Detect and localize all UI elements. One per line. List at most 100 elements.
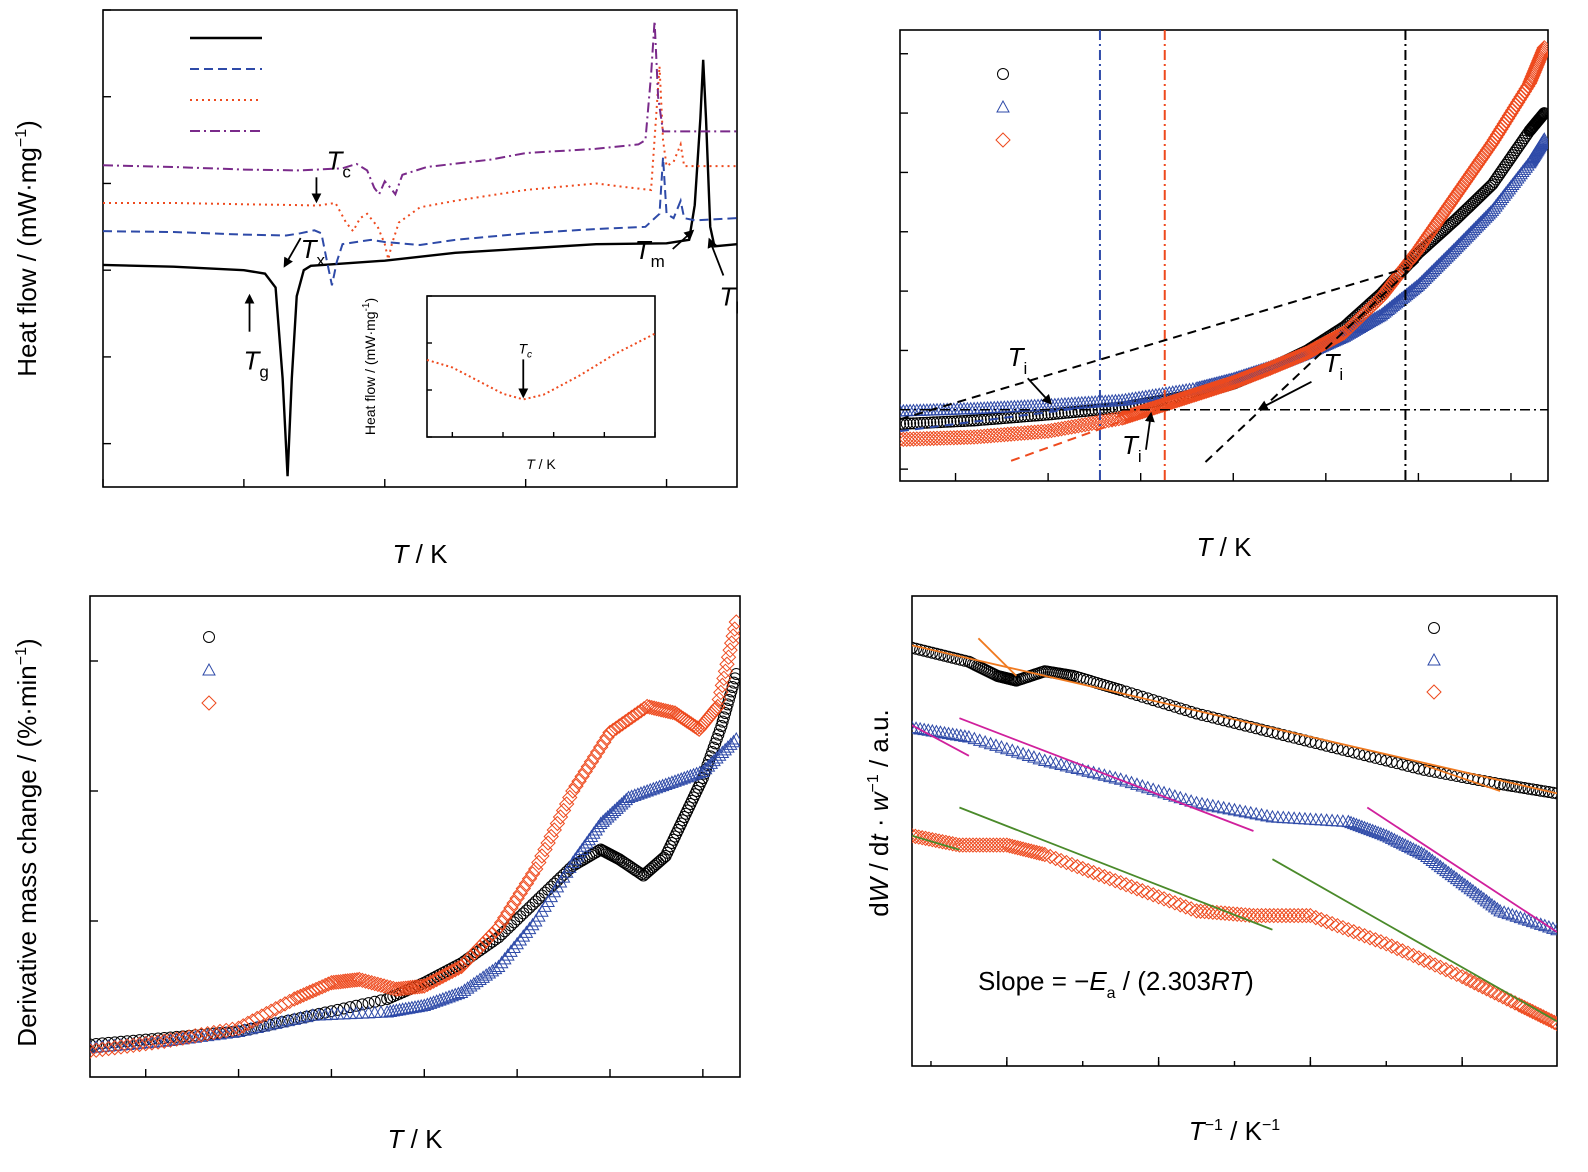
fit-line xyxy=(1423,764,1501,792)
tm-annotation: Tm xyxy=(635,235,665,271)
data-point xyxy=(1486,985,1503,1001)
data-point xyxy=(922,645,935,658)
ti-annotation-1: Ti xyxy=(1008,342,1028,378)
data-point xyxy=(436,991,450,1005)
data-point xyxy=(1493,903,1507,917)
data-point xyxy=(463,949,479,965)
data-point xyxy=(330,974,347,990)
fit-line xyxy=(959,717,1254,832)
tx-annotation: Tx xyxy=(301,234,326,270)
data-point xyxy=(1001,838,1018,854)
data-point xyxy=(363,975,380,991)
data-point xyxy=(610,801,624,814)
ti-annotation-1-letter: T xyxy=(1008,342,1026,372)
legend-marker xyxy=(1428,622,1440,634)
data-point xyxy=(1057,420,1073,436)
data-point xyxy=(600,809,615,823)
data-point xyxy=(472,939,488,955)
data-point xyxy=(1084,415,1100,432)
data-point xyxy=(131,1036,148,1053)
data-point xyxy=(420,997,435,1010)
x-axis-title-superscript: −1 xyxy=(1205,1117,1223,1134)
data-point xyxy=(1308,909,1324,926)
data-point xyxy=(720,649,737,665)
data-point xyxy=(1306,341,1322,357)
data-point xyxy=(1047,850,1064,867)
data-point xyxy=(479,968,494,981)
data-point xyxy=(1441,865,1456,879)
data-point xyxy=(400,980,416,996)
data-point xyxy=(1462,973,1478,989)
data-point xyxy=(367,975,383,992)
data-point xyxy=(429,994,444,1007)
data-point xyxy=(94,1041,111,1058)
data-point xyxy=(1161,893,1178,909)
x-axis-title-superscript-2: −1 xyxy=(1262,1117,1280,1134)
data-point xyxy=(1079,404,1092,417)
data-point xyxy=(655,702,672,718)
legend-marker xyxy=(203,631,215,643)
data-point xyxy=(469,942,485,958)
data-point xyxy=(1096,868,1113,885)
data-point xyxy=(1009,840,1026,856)
data-point xyxy=(1075,405,1088,418)
inset-y-axis-title-close: ) xyxy=(362,298,378,303)
data-point xyxy=(1183,901,1199,917)
data-point xyxy=(1497,905,1511,918)
data-point xyxy=(727,621,740,637)
data-point xyxy=(1257,907,1274,924)
data-point xyxy=(1324,915,1340,932)
data-point xyxy=(445,988,459,1002)
data-point xyxy=(1316,335,1332,352)
data-point xyxy=(617,713,634,730)
data-point xyxy=(1102,870,1118,887)
data-point xyxy=(912,829,927,845)
inset-y-axis-title: Heat flow / (mW·mg-1) xyxy=(361,298,378,435)
data-point xyxy=(949,727,964,741)
data-point xyxy=(982,837,998,853)
data-point xyxy=(1062,406,1075,419)
ti-arrow-2 xyxy=(1144,411,1155,450)
data-point xyxy=(1112,401,1125,414)
data-point xyxy=(199,1025,216,1042)
data-point xyxy=(1087,415,1103,431)
data-point xyxy=(1266,907,1282,924)
data-point xyxy=(623,709,640,726)
data-point xyxy=(1474,979,1491,995)
plot-area xyxy=(912,637,1557,1032)
data-point xyxy=(1067,418,1083,435)
tm-annotation-subscript: m xyxy=(651,252,665,271)
ti-annotation-3-letter: T xyxy=(1323,348,1341,378)
data-point xyxy=(961,414,974,427)
data-point xyxy=(611,718,627,734)
ti-annotation-3-subscript: i xyxy=(1339,365,1343,384)
y-axis-title-close: ) xyxy=(12,120,42,129)
data-point xyxy=(614,716,631,732)
data-point xyxy=(603,807,617,821)
data-point xyxy=(671,773,685,786)
data-point xyxy=(677,770,692,784)
data-point xyxy=(1502,779,1515,792)
data-point xyxy=(1521,913,1536,926)
data-point xyxy=(658,777,673,790)
data-point xyxy=(501,948,515,961)
plot-area xyxy=(900,30,1548,481)
data-point xyxy=(985,837,1002,853)
data-point xyxy=(1406,842,1421,855)
data-point xyxy=(1185,705,1198,718)
data-point xyxy=(473,972,487,985)
data-point xyxy=(558,796,575,812)
data-point xyxy=(1498,778,1511,791)
data-point xyxy=(531,854,547,871)
data-point xyxy=(1400,945,1416,961)
data-point xyxy=(924,832,941,848)
data-point xyxy=(580,758,597,775)
data-point xyxy=(144,1035,160,1051)
data-point xyxy=(1129,881,1145,897)
data-point xyxy=(500,905,516,921)
data-point xyxy=(653,702,669,718)
data-point xyxy=(1390,834,1404,847)
data-point xyxy=(1309,339,1326,356)
data-point xyxy=(497,951,512,965)
